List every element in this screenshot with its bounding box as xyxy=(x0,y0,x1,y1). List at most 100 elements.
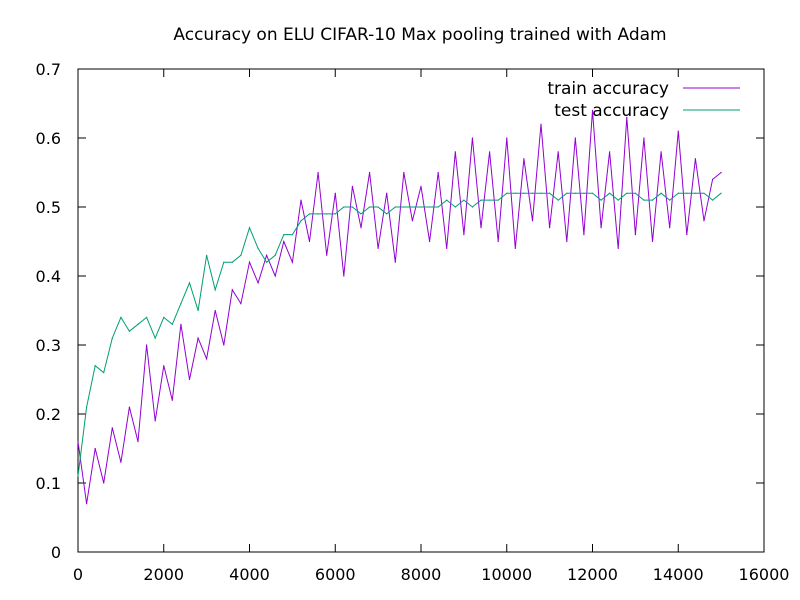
data-point-train-accuracy xyxy=(540,123,542,125)
data-point-test-accuracy xyxy=(154,337,156,339)
data-point-train-accuracy xyxy=(566,240,568,243)
data-point-test-accuracy xyxy=(266,261,268,263)
data-point-train-accuracy xyxy=(274,275,276,277)
x-tick-label: 16000 xyxy=(739,565,790,584)
data-point-test-accuracy xyxy=(85,406,88,408)
data-point-train-accuracy xyxy=(206,358,208,360)
data-point-train-accuracy xyxy=(214,309,216,312)
data-point-test-accuracy xyxy=(368,206,371,208)
data-point-test-accuracy xyxy=(523,192,525,194)
data-point-test-accuracy xyxy=(223,261,225,263)
data-point-train-accuracy xyxy=(137,441,139,443)
data-point-train-accuracy xyxy=(188,378,191,381)
data-point-test-accuracy xyxy=(197,309,199,312)
data-point-train-accuracy xyxy=(85,503,88,505)
data-point-test-accuracy xyxy=(291,234,293,236)
data-point-test-accuracy xyxy=(300,220,302,222)
data-point-train-accuracy xyxy=(651,240,654,243)
data-point-test-accuracy xyxy=(609,192,611,194)
data-point-test-accuracy xyxy=(214,289,216,291)
data-point-test-accuracy xyxy=(660,192,662,194)
legend-label-train-accuracy: train accuracy xyxy=(547,79,669,99)
data-point-train-accuracy xyxy=(514,247,516,249)
data-point-test-accuracy xyxy=(651,199,654,201)
data-point-train-accuracy xyxy=(609,151,611,153)
y-tick-label: 0.3 xyxy=(36,336,61,355)
data-point-train-accuracy xyxy=(248,261,251,263)
data-point-train-accuracy xyxy=(197,337,199,339)
data-point-test-accuracy xyxy=(703,192,705,194)
chart-title: Accuracy on ELU CIFAR-10 Max pooling tra… xyxy=(173,25,666,45)
series-line-test-accuracy xyxy=(77,192,722,477)
y-tick-label: 0.7 xyxy=(36,60,61,79)
data-point-train-accuracy xyxy=(549,227,551,229)
data-point-test-accuracy xyxy=(566,192,568,194)
data-point-test-accuracy xyxy=(489,199,491,201)
data-point-train-accuracy xyxy=(317,171,319,174)
data-point-test-accuracy xyxy=(163,316,165,318)
data-point-test-accuracy xyxy=(643,199,645,201)
data-point-train-accuracy xyxy=(411,220,414,222)
data-point-test-accuracy xyxy=(669,199,671,201)
data-point-train-accuracy xyxy=(720,171,722,174)
data-point-train-accuracy xyxy=(617,247,619,249)
data-point-train-accuracy xyxy=(103,482,105,484)
data-point-train-accuracy xyxy=(634,234,636,236)
data-point-test-accuracy xyxy=(111,337,113,339)
data-point-train-accuracy xyxy=(300,199,302,201)
y-tick-label: 0.4 xyxy=(36,267,61,286)
data-point-test-accuracy xyxy=(497,199,499,201)
data-point-test-accuracy xyxy=(634,192,636,194)
data-point-test-accuracy xyxy=(711,199,714,201)
x-tick-label: 10000 xyxy=(481,565,532,584)
data-point-test-accuracy xyxy=(94,365,96,367)
data-point-test-accuracy xyxy=(454,206,456,208)
data-point-train-accuracy xyxy=(643,137,645,139)
data-point-test-accuracy xyxy=(206,254,208,256)
data-point-test-accuracy xyxy=(394,206,396,208)
data-point-train-accuracy xyxy=(694,158,697,160)
data-point-test-accuracy xyxy=(591,192,594,194)
data-point-test-accuracy xyxy=(231,261,233,263)
data-point-test-accuracy xyxy=(446,199,448,201)
data-point-test-accuracy xyxy=(257,247,259,249)
data-point-test-accuracy xyxy=(540,192,542,194)
data-point-test-accuracy xyxy=(626,192,628,194)
data-point-test-accuracy xyxy=(557,199,559,201)
data-point-test-accuracy xyxy=(549,192,551,194)
data-point-train-accuracy xyxy=(660,151,662,153)
data-point-train-accuracy xyxy=(343,275,345,277)
data-point-test-accuracy xyxy=(480,199,482,201)
data-point-train-accuracy xyxy=(446,247,448,249)
data-point-train-accuracy xyxy=(428,240,431,243)
x-tick-label: 12000 xyxy=(567,565,618,584)
data-point-test-accuracy xyxy=(437,206,439,208)
data-point-train-accuracy xyxy=(77,441,79,443)
data-point-test-accuracy xyxy=(248,227,251,229)
data-point-train-accuracy xyxy=(703,220,705,222)
y-tick-label: 0.6 xyxy=(36,129,61,148)
data-point-train-accuracy xyxy=(351,185,353,187)
y-tick-label: 0.5 xyxy=(36,198,61,217)
y-tick-label: 0.2 xyxy=(36,405,61,424)
data-point-train-accuracy xyxy=(146,344,148,346)
data-point-test-accuracy xyxy=(377,206,379,208)
data-point-train-accuracy xyxy=(154,420,156,422)
data-point-train-accuracy xyxy=(171,399,173,401)
data-point-train-accuracy xyxy=(463,234,465,236)
data-point-train-accuracy xyxy=(326,254,328,256)
x-tick-label: 8000 xyxy=(401,565,442,584)
data-point-train-accuracy xyxy=(669,227,671,229)
data-point-test-accuracy xyxy=(420,206,422,208)
data-point-train-accuracy xyxy=(377,247,379,249)
data-point-train-accuracy xyxy=(506,137,508,139)
data-point-test-accuracy xyxy=(531,192,534,194)
data-point-train-accuracy xyxy=(677,130,679,132)
data-point-train-accuracy xyxy=(120,461,122,463)
data-point-test-accuracy xyxy=(283,234,285,236)
data-point-train-accuracy xyxy=(308,240,311,243)
data-point-test-accuracy xyxy=(694,192,697,194)
data-point-train-accuracy xyxy=(257,282,259,284)
